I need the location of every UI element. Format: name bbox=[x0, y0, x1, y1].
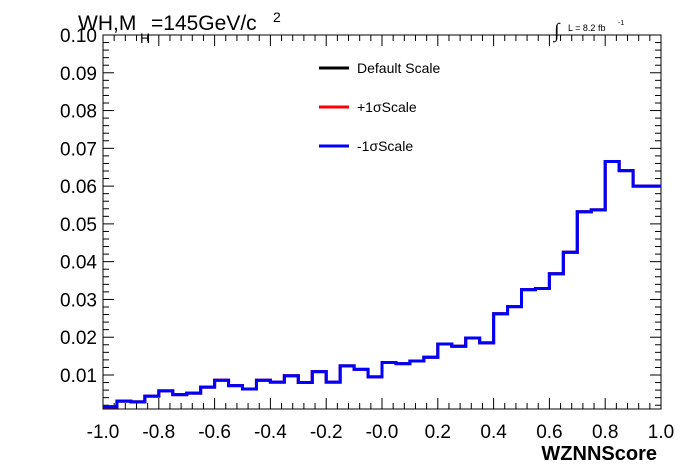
y-tick-label: 0.05 bbox=[60, 215, 97, 236]
y-tick-label: 0.06 bbox=[60, 177, 97, 198]
y-tick-labels: 0.01 0.02 0.03 0.04 0.05 0.06 0.07 0.08 0.09 0.10 bbox=[60, 26, 97, 387]
x-tick-label: -0.0 bbox=[366, 422, 399, 443]
title-main: =145GeV/c bbox=[151, 12, 257, 35]
lumi-text: L = 8.2 fb bbox=[568, 23, 605, 33]
y-tick-label: 0.07 bbox=[60, 139, 97, 160]
y-tick-label: 0.02 bbox=[60, 328, 97, 349]
legend-label-1: +1σScale bbox=[357, 99, 417, 115]
y-tick-label: 0.10 bbox=[60, 26, 97, 47]
x-tick-label: -0.4 bbox=[254, 422, 287, 443]
title-superscript: 2 bbox=[273, 9, 281, 25]
y-tick-label: 0.01 bbox=[60, 366, 97, 387]
title-prefix: WH,M bbox=[78, 12, 136, 35]
y-tick-label: 0.04 bbox=[60, 253, 97, 274]
x-tick-label: 0.8 bbox=[592, 422, 618, 443]
x-tick-label: 1.0 bbox=[648, 422, 674, 443]
y-tick-label: 0.09 bbox=[60, 64, 97, 85]
y-tick-label: 0.03 bbox=[60, 290, 97, 311]
series-lines bbox=[103, 160, 661, 409]
legend-label-2: -1σScale bbox=[357, 138, 413, 154]
x-tick-label: 0.4 bbox=[480, 422, 507, 443]
x-tick-label: -0.8 bbox=[142, 422, 175, 443]
series-line-2 bbox=[103, 160, 661, 409]
integral-sign: ∫ bbox=[552, 20, 561, 43]
y-tick-label: 0.08 bbox=[60, 102, 97, 123]
x-axis-title: WZNNScore bbox=[541, 443, 657, 465]
x-tick-label: -1.0 bbox=[87, 422, 120, 443]
lumi-superscript: -1 bbox=[618, 20, 624, 27]
legend-label-0: Default Scale bbox=[357, 60, 440, 76]
chart-title: WH,M H =145GeV/c 2 bbox=[78, 9, 281, 46]
x-tick-label: -0.2 bbox=[310, 422, 343, 443]
x-tick-label: 0.6 bbox=[536, 422, 562, 443]
x-tick-label: 0.2 bbox=[425, 422, 451, 443]
x-tick-label: -0.6 bbox=[198, 422, 231, 443]
axis-ticks bbox=[102, 34, 662, 409]
legend: Default Scale +1σScale -1σScale bbox=[319, 60, 440, 154]
luminosity-label: ∫ L = 8.2 fb -1 bbox=[552, 20, 624, 43]
x-tick-labels: -1.0 -0.8 -0.6 -0.4 -0.2 -0.0 0.2 0.4 0.6 0.8 1.0 bbox=[87, 422, 675, 443]
title-subscript: H bbox=[140, 30, 150, 46]
